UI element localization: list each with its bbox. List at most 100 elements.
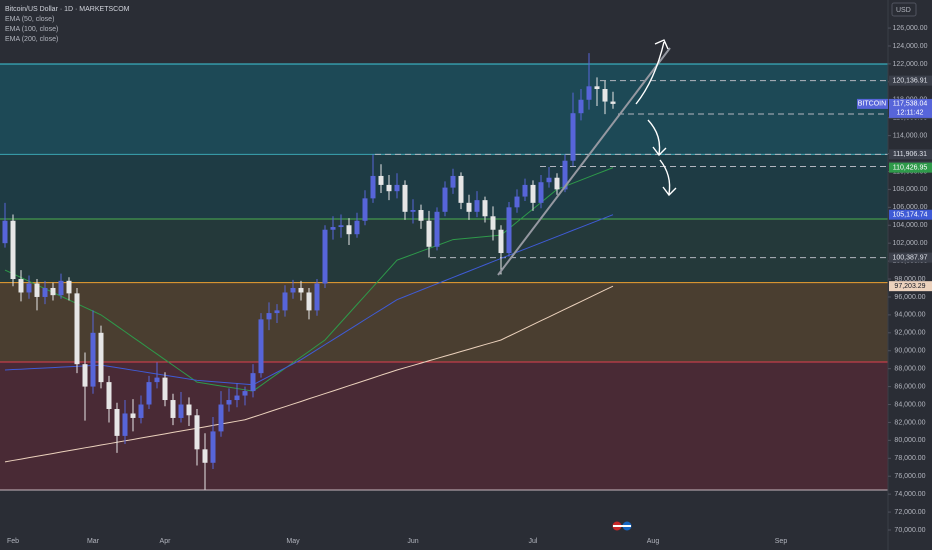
candle-body: [18, 279, 24, 293]
candle-body: [530, 184, 536, 203]
x-tick-label: Sep: [775, 538, 788, 545]
levels: [375, 80, 888, 259]
y-tick-label: 88,000.00: [894, 366, 925, 373]
x-tick-label: Jun: [407, 538, 418, 545]
y-tick-label: 102,000.00: [892, 240, 927, 247]
y-tick-label: 94,000.00: [894, 312, 925, 319]
candle-body: [130, 413, 136, 418]
candle-body: [338, 225, 344, 228]
price-tag: [889, 252, 932, 263]
y-tick-label: 92,000.00: [894, 330, 925, 337]
candle-body: [602, 89, 608, 102]
price-tag: [889, 281, 932, 292]
candle-body: [82, 364, 88, 387]
y-tick-label: 114,000.00: [893, 132, 928, 139]
y-tick-label: 78,000.00: [894, 455, 925, 462]
candle-body: [554, 177, 560, 190]
candle-body: [210, 431, 216, 463]
legend: Bitcoin/US Dollar · 1D · MARKETSCOM EMA …: [5, 6, 130, 43]
x-tick-label: Jul: [529, 538, 538, 545]
candle-body: [322, 229, 328, 284]
y-tick-label: 98,000.00: [894, 276, 925, 283]
candle-body: [466, 202, 472, 212]
candle-body: [2, 220, 8, 244]
candle-body: [482, 200, 488, 217]
candle-body: [290, 287, 296, 293]
arrow-head: [654, 39, 669, 50]
last-price-tag: [889, 98, 932, 118]
ema-line: [4, 214, 614, 386]
candle-body: [418, 210, 424, 221]
price-tag: [889, 149, 932, 160]
candle-body: [122, 413, 128, 436]
candle-body: [178, 404, 184, 418]
price-tag-label: 120,136.91: [892, 77, 927, 84]
countdown: 12:11:42: [897, 110, 924, 117]
candle-body: [434, 211, 440, 247]
y-tick-label: 122,000.00: [892, 61, 927, 68]
y-tick-label: 126,000.00: [892, 25, 927, 32]
candle-body: [450, 175, 456, 188]
candle-body: [562, 160, 568, 190]
candle-body: [42, 287, 48, 297]
x-tick-label: Feb: [7, 538, 19, 545]
candle-body: [506, 207, 512, 254]
currency: USD: [896, 7, 911, 14]
arrow-head: [662, 186, 677, 197]
currency-box: [891, 2, 917, 17]
candle-body: [394, 184, 400, 192]
y-tick-label: 70,000.00: [894, 527, 925, 534]
candle-body: [522, 184, 528, 197]
drawings: [497, 39, 677, 276]
candle-body: [34, 283, 40, 297]
candle-body: [154, 377, 160, 383]
candle-body: [10, 220, 16, 280]
ema-lines: [4, 167, 614, 463]
candle-body: [594, 86, 600, 90]
candle-body: [162, 377, 168, 401]
y-tick-label: 96,000.00: [894, 294, 925, 301]
y-tick-label: 74,000.00: [894, 491, 925, 498]
y-tick-label: 108,000.00: [892, 186, 927, 193]
candle-body: [186, 404, 192, 416]
candle-body: [66, 280, 72, 294]
candle-body: [170, 400, 176, 418]
candle-body: [490, 216, 496, 230]
symbol-tag: [857, 98, 888, 109]
flag-stripe: [613, 525, 631, 527]
candle-body: [330, 227, 336, 230]
candle-body: [354, 220, 360, 235]
candle-body: [194, 415, 200, 450]
chart-title: Bitcoin/US Dollar · 1D · MARKETSCOM: [5, 6, 130, 13]
candle-body: [570, 113, 576, 161]
price-tags: 120,136.91116,416.71111,906.31110,556.93…: [857, 75, 932, 292]
price-tag-label: 97,203.29: [894, 283, 925, 290]
legend-entry: EMA (200, close): [5, 36, 58, 43]
candle-body: [242, 391, 248, 396]
last-price-label: 117,538.04: [893, 101, 928, 108]
candle-body: [266, 313, 272, 320]
candle-body: [538, 182, 544, 203]
candle-body: [146, 382, 152, 405]
candle-body: [386, 184, 392, 192]
candle-body: [546, 177, 552, 183]
candle-body: [610, 101, 616, 104]
candle-body: [274, 310, 280, 314]
candle-body: [202, 449, 208, 463]
arrow: [659, 159, 671, 195]
y-tick-label: 86,000.00: [894, 383, 925, 390]
candle-body: [234, 395, 240, 401]
candle-body: [282, 292, 288, 311]
zone: [0, 282, 888, 362]
y-tick-label: 82,000.00: [894, 419, 925, 426]
symbol-tag-label: BITCOIN: [858, 101, 886, 108]
candle-body: [306, 292, 312, 311]
price-tag: [889, 75, 932, 86]
candle-body: [346, 225, 352, 235]
candle-body: [426, 220, 432, 247]
y-tick-label: 106,000.00: [892, 204, 927, 211]
arrow-head: [652, 146, 667, 157]
price-tag-label: 100,387.97: [892, 254, 927, 261]
time-axis: Feb Mar Apr May Jun Jul Aug Sep: [7, 538, 787, 545]
